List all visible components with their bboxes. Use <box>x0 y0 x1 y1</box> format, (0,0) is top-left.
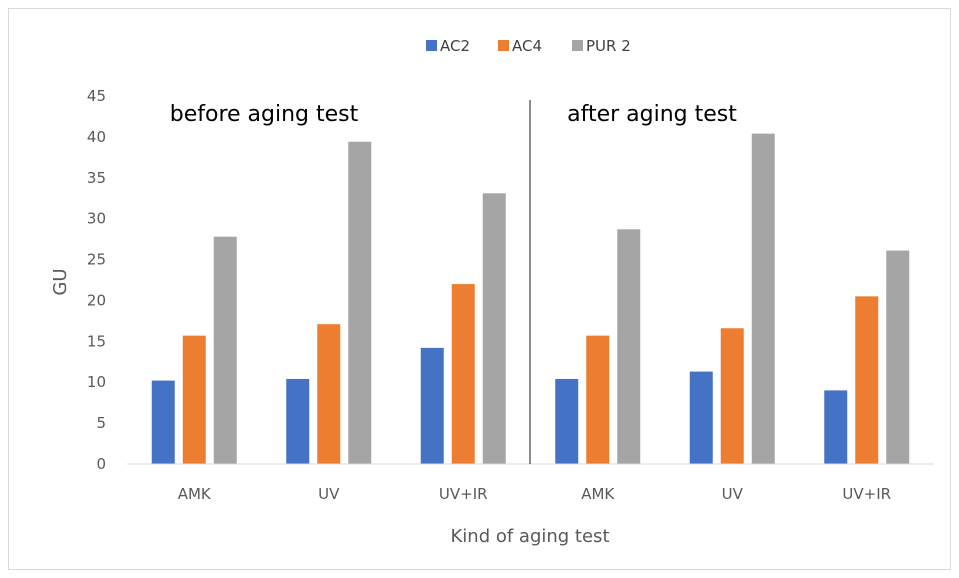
bar-pur-2 <box>886 250 910 464</box>
bar-pur-2 <box>751 133 775 464</box>
y-tick-label: 30 <box>87 210 106 228</box>
y-axis-title: GU <box>50 268 71 295</box>
bar-ac2 <box>286 378 310 464</box>
legend: AC2 AC4 PUR 2 <box>426 37 631 55</box>
y-tick-label: 15 <box>87 332 106 350</box>
x-tick-label: UV <box>722 485 744 503</box>
legend-swatch <box>498 40 509 51</box>
x-axis-ticks: AMK UV UV+IR AMK UV UV+IR <box>178 485 891 503</box>
y-tick-label: 35 <box>87 169 106 187</box>
y-tick-label: 10 <box>87 373 106 391</box>
bar-pur-2 <box>348 141 372 464</box>
chart-frame <box>8 8 951 570</box>
y-tick-label: 5 <box>96 414 106 432</box>
bar-ac2 <box>689 371 713 464</box>
bar-ac4 <box>182 335 206 464</box>
bar-ac2 <box>420 347 444 464</box>
x-tick-label: UV+IR <box>842 485 891 503</box>
bar-pur-2 <box>617 229 641 464</box>
bar-ac4 <box>586 335 610 464</box>
bar-ac2 <box>824 390 848 464</box>
after-aging-label: after aging test <box>567 102 737 127</box>
legend-label: AC2 <box>440 37 470 55</box>
bar-ac4 <box>855 296 879 464</box>
y-tick-label: 40 <box>87 128 106 146</box>
x-tick-label: UV+IR <box>439 485 488 503</box>
legend-label: PUR 2 <box>586 37 631 55</box>
bar-pur-2 <box>482 193 506 464</box>
legend-swatch <box>426 40 437 51</box>
y-tick-label: 45 <box>87 87 106 105</box>
legend-swatch <box>572 40 583 51</box>
bar-ac4 <box>720 328 744 464</box>
x-tick-label: UV <box>318 485 340 503</box>
bar-ac4 <box>451 284 475 464</box>
bars <box>151 133 910 464</box>
bar-pur-2 <box>213 236 237 464</box>
x-axis-title: Kind of aging test <box>450 526 609 547</box>
x-tick-label: AMK <box>581 485 615 503</box>
bar-ac2 <box>151 380 175 464</box>
before-aging-label: before aging test <box>170 102 359 127</box>
bar-ac4 <box>317 324 341 464</box>
bar-ac2 <box>555 378 579 464</box>
y-axis-ticks: 0 5 10 15 20 25 30 35 40 45 <box>87 87 106 473</box>
y-tick-label: 20 <box>87 291 106 309</box>
y-tick-label: 0 <box>96 455 106 473</box>
y-tick-label: 25 <box>87 251 106 269</box>
legend-label: AC4 <box>512 37 542 55</box>
x-tick-label: AMK <box>178 485 212 503</box>
